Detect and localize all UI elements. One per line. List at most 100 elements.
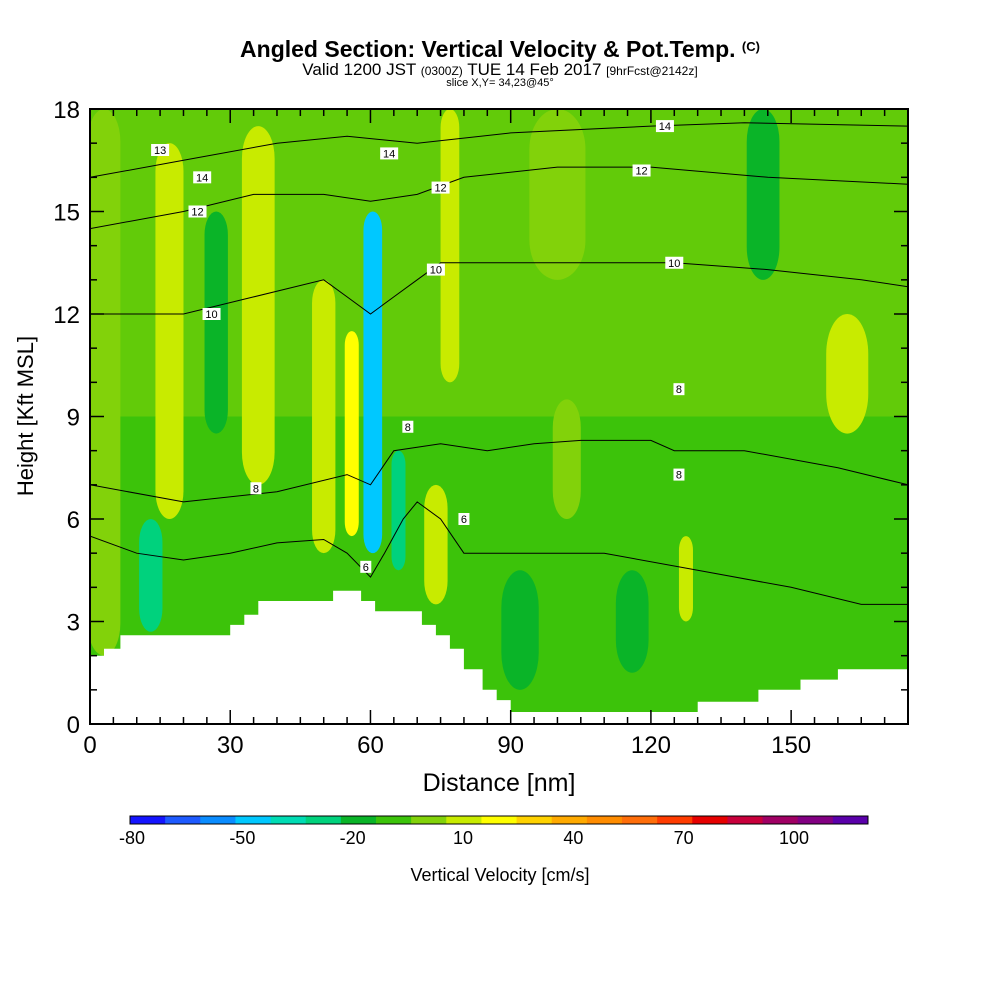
- colorbar-tick-label: 40: [563, 828, 583, 848]
- colorbar-tick-label: 100: [779, 828, 809, 848]
- contour-label: 12: [431, 181, 450, 195]
- contour-label-box: [673, 468, 685, 481]
- contour-label-box: [402, 420, 414, 433]
- contour-label-text: 13: [154, 145, 166, 157]
- contour-label: 8: [673, 383, 685, 396]
- velocity-cell-9: [424, 484, 448, 605]
- contour-label: 14: [193, 171, 212, 184]
- slice-note: slice X,Y= 34,23@45°: [446, 77, 554, 89]
- velocity-cell-7: [363, 211, 383, 554]
- contour-line-8: [90, 439, 908, 503]
- colorbar-swatch: [165, 816, 201, 824]
- contour-label: 12: [188, 205, 207, 219]
- velocity-cell-13: [615, 570, 649, 673]
- velocity-cell-10: [440, 109, 460, 383]
- contour-label: 6: [360, 560, 372, 574]
- colorbar-tick-label: 70: [674, 828, 694, 848]
- colorbar-tick-label: -20: [340, 828, 366, 848]
- velocity-cell-1: [139, 519, 163, 632]
- contour-label: 10: [426, 263, 445, 277]
- colorbar-tick-label: -50: [229, 828, 255, 848]
- subtitle-forecast: [9hrFcst@2142z]: [606, 64, 698, 78]
- colorbar-swatch: [692, 816, 728, 824]
- colorbar: -80 -50 -20 10 40 70 100: [119, 815, 869, 848]
- colorbar-swatch: [832, 816, 869, 824]
- contour-label-text: 10: [668, 258, 680, 270]
- chart-title-text: Angled Section: Vertical Velocity & Pot.…: [240, 36, 736, 62]
- contour-line-10: [90, 262, 908, 315]
- contour-labels: 13 14 12 10 8 14 12 10 8 6 6 14 12 10 8 8: [151, 120, 685, 574]
- y-tick-label: 12: [53, 302, 80, 329]
- chart-title-suffix: (C): [741, 39, 760, 54]
- contour-label: 10: [665, 256, 684, 270]
- terrain: [90, 590, 908, 724]
- contour-label: 8: [673, 468, 685, 482]
- contour-label-text: 10: [205, 309, 217, 321]
- contour-label-text: 12: [434, 183, 446, 195]
- contour-label-text: 12: [635, 166, 647, 178]
- chart-subtitle: Valid 1200 JST (0300Z) TUE 14 Feb 2017 […: [0, 60, 1000, 80]
- contour-label-box: [458, 513, 470, 525]
- colorbar-swatch: [340, 816, 377, 824]
- contour-label-box: [202, 308, 221, 320]
- contour-line-12: [90, 166, 908, 230]
- colorbar-swatch: [270, 816, 307, 824]
- velocity-cell-6: [344, 331, 359, 537]
- contour-label: 10: [202, 308, 221, 321]
- x-tick-label: 90: [497, 732, 524, 759]
- x-tick-label: 120: [631, 732, 671, 759]
- colorbar-swatch: [657, 816, 693, 824]
- contour-label: 8: [402, 420, 414, 434]
- y-tick-label: 15: [53, 200, 80, 227]
- x-tick-label: 150: [771, 732, 811, 759]
- contour-label-text: 14: [383, 148, 395, 160]
- colorbar-label: Vertical Velocity [cm/s]: [410, 865, 589, 885]
- contour-label-box: [426, 263, 445, 276]
- axis-ticks: 0 30 60 90 120 150 0 3 6 9 12 15 18: [53, 97, 909, 759]
- colorbar-swatch: [481, 816, 518, 824]
- contour-label-text: 6: [461, 514, 467, 526]
- colorbar-tick-label: -80: [119, 828, 145, 848]
- contour-label-text: 8: [676, 470, 682, 482]
- y-tick-label: 9: [67, 405, 80, 432]
- y-tick-label: 18: [53, 97, 80, 124]
- contour-label: 6: [458, 513, 470, 526]
- contour-label-text: 12: [191, 207, 203, 219]
- y-axis-label: Height [Kft MSL]: [13, 336, 38, 496]
- x-axis-label: Distance [nm]: [423, 769, 576, 797]
- velocity-cell-3: [204, 211, 228, 434]
- contour-label-box: [151, 144, 170, 156]
- contour-label-box: [188, 205, 207, 218]
- contour-line-14: [90, 122, 908, 178]
- x-tick-label: 30: [217, 732, 244, 759]
- colorbar-swatch: [305, 816, 342, 824]
- contour-label-box: [431, 181, 450, 194]
- x-tick-label: 0: [83, 732, 96, 759]
- subtitle-date: TUE 14 Feb 2017: [467, 60, 602, 79]
- velocity-cell-17: [529, 109, 586, 280]
- contour-label-box: [250, 482, 262, 495]
- subtitle-valid: Valid 1200 JST: [302, 60, 417, 79]
- contour-label-box: [360, 560, 372, 573]
- colorbar-swatch: [376, 816, 412, 824]
- contour-label-box: [655, 120, 674, 133]
- velocity-cell-15: [746, 109, 780, 280]
- colorbar-swatch: [235, 816, 272, 824]
- y-tick-label: 0: [67, 712, 80, 739]
- contour-label-box: [673, 383, 685, 396]
- subtitle-utc: (0300Z): [420, 64, 463, 78]
- velocity-cell-5: [312, 279, 336, 554]
- contour-label: 8: [250, 482, 262, 495]
- theta-contours: [90, 122, 908, 605]
- chart-title: Angled Section: Vertical Velocity & Pot.…: [0, 36, 1000, 63]
- contour-label-box: [380, 147, 399, 160]
- contour-label-text: 8: [405, 422, 411, 434]
- contour-label: 13: [151, 144, 170, 157]
- colorbar-swatch: [622, 816, 658, 824]
- contour-line-6: [90, 501, 908, 605]
- velocity-cell-12: [552, 399, 581, 519]
- velocity-cell-16: [826, 314, 869, 434]
- colorbar-frame: [129, 815, 869, 825]
- colorbar-swatch: [446, 816, 482, 824]
